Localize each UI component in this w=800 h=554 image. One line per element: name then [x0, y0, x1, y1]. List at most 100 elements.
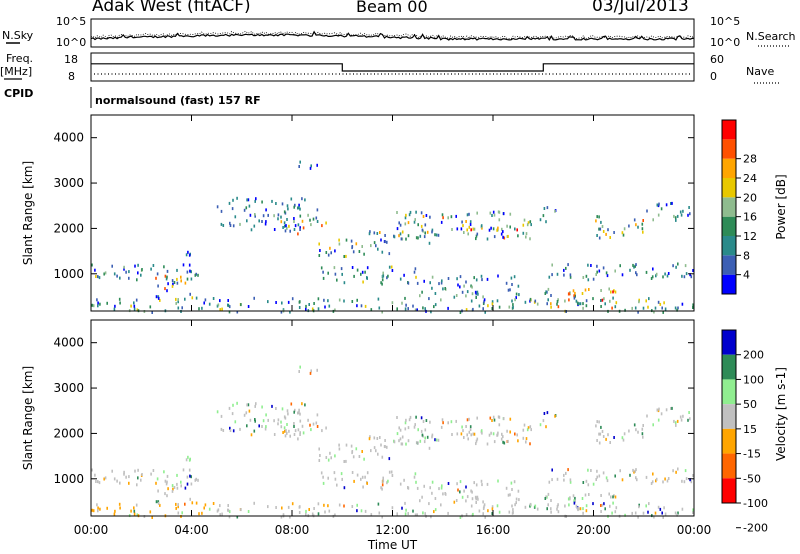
power-cell [525, 235, 527, 239]
velocity-cell [675, 470, 677, 474]
power-cell [548, 275, 551, 279]
power-cell [673, 214, 675, 218]
velocity-cell [508, 510, 511, 514]
velocity-cell [231, 412, 234, 416]
power-colorbar-label: 20 [743, 191, 757, 204]
velocity-cell [399, 437, 402, 441]
velocity-cell [299, 505, 301, 509]
velocity-cell [634, 469, 636, 473]
power-cell [254, 199, 256, 203]
power-cell [472, 307, 474, 311]
velocity-cell [525, 440, 527, 444]
power-cell [368, 232, 371, 236]
velocity-cell [141, 473, 143, 476]
power-colorbar-label: 16 [743, 211, 757, 224]
velocity-cell [190, 482, 193, 486]
nsky-label: N.Sky [2, 29, 34, 42]
power-cell [556, 272, 559, 276]
power-cell [434, 292, 437, 295]
power-cell [293, 217, 295, 220]
power-cell [203, 301, 205, 305]
velocity-cell [404, 427, 407, 431]
power-cell [219, 299, 221, 303]
velocity-cell [232, 403, 234, 407]
velocity-cell [514, 432, 516, 436]
power-cell [281, 301, 283, 305]
power-cell [396, 307, 398, 311]
velocity-cell [638, 505, 640, 509]
power-cell [577, 302, 579, 306]
power-cell [648, 297, 650, 301]
velocity-cell [271, 404, 273, 408]
power-cell [475, 278, 478, 282]
power-cell [563, 273, 565, 277]
power-cell [590, 264, 592, 267]
power-cell [171, 279, 174, 283]
velocity-cell [95, 480, 97, 483]
velocity-cell [455, 419, 457, 423]
velocity-cell [475, 497, 477, 501]
velocity-cell [633, 423, 636, 427]
power-cell [229, 224, 232, 227]
power-cell [635, 223, 637, 227]
freq-panel-frame [90, 52, 695, 82]
power-cell [351, 245, 354, 248]
power-cell [159, 298, 161, 302]
power-cell [453, 295, 456, 299]
power-cell [398, 221, 400, 225]
power-cell [149, 305, 152, 309]
power-colorbar-segment [722, 274, 736, 294]
power-cell [379, 231, 381, 234]
velocity-cell [614, 510, 617, 514]
power-cell [428, 241, 431, 245]
power-cell [480, 274, 483, 278]
power-cell [261, 200, 263, 204]
velocity-cell [264, 427, 267, 431]
power-cell [677, 306, 679, 310]
velocity-cell [284, 429, 286, 433]
power-cell [408, 213, 411, 217]
power-cell [407, 281, 410, 285]
velocity-cell [425, 419, 428, 422]
velocity-cell [316, 413, 319, 417]
velocity-cell [514, 503, 516, 507]
velocity-cell [654, 511, 657, 515]
velocity-cell [657, 505, 660, 509]
velocity-cell [480, 429, 483, 433]
velocity-cell [674, 421, 677, 425]
power-cell [600, 220, 602, 224]
power-cell [596, 215, 598, 219]
velocity-cell [119, 506, 121, 510]
velocity-cell [637, 515, 639, 519]
power-cell [175, 301, 177, 305]
velocity-colorbar-frame [721, 329, 737, 504]
velocity-cell [413, 425, 416, 429]
power-cell [447, 277, 450, 280]
nsky-panel-frame [90, 18, 695, 48]
power-cell [681, 302, 684, 306]
power-cell [327, 271, 329, 275]
power-cell [441, 213, 444, 217]
power-cell [289, 229, 291, 233]
velocity-cell [515, 501, 517, 505]
power-cell [470, 284, 472, 288]
velocity-cell [530, 428, 532, 432]
power-cell [338, 242, 341, 246]
power-cell [641, 222, 644, 226]
power-cell [642, 306, 645, 310]
velocity-cell [97, 509, 99, 513]
velocity-cell [612, 501, 614, 505]
velocity-cell [290, 402, 293, 406]
velocity-cell [477, 497, 479, 501]
power-cell [679, 210, 682, 214]
velocity-cell [334, 477, 337, 481]
velocity-cell [261, 405, 263, 409]
velocity-cell [370, 513, 373, 517]
power-cell [603, 297, 605, 301]
power-cell [459, 275, 462, 279]
velocity-cell [253, 429, 256, 433]
beam-label: Beam 00 [356, 0, 428, 16]
power-cell [462, 224, 464, 228]
power-cell [547, 298, 549, 302]
power-cell [343, 299, 345, 303]
